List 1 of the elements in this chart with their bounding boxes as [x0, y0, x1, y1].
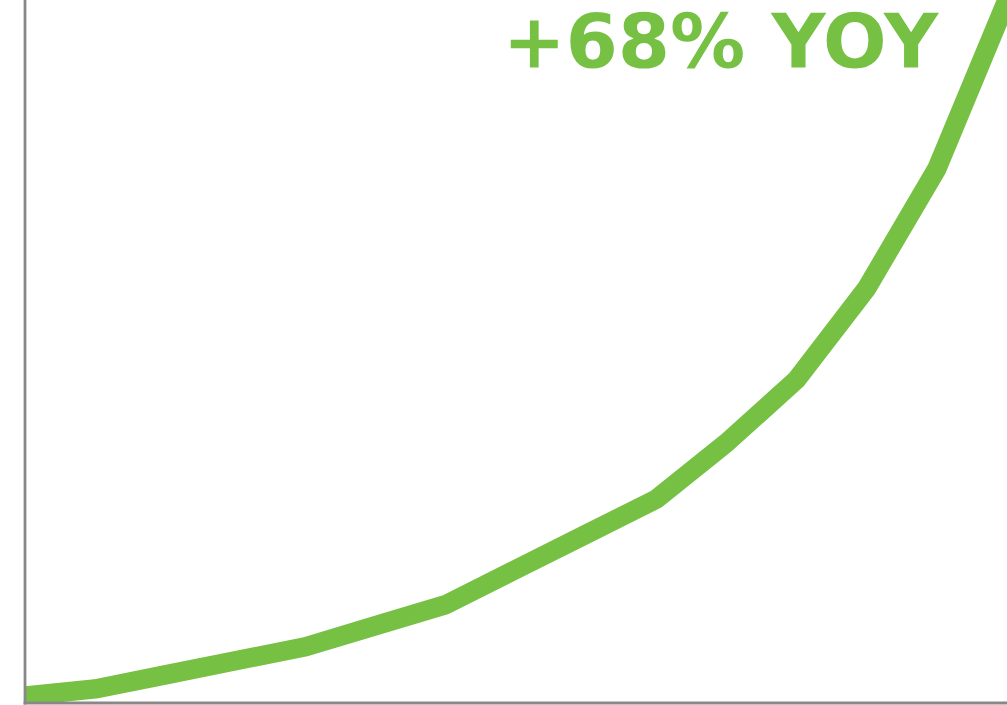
annotation: +68% YOY: [510, 11, 939, 69]
